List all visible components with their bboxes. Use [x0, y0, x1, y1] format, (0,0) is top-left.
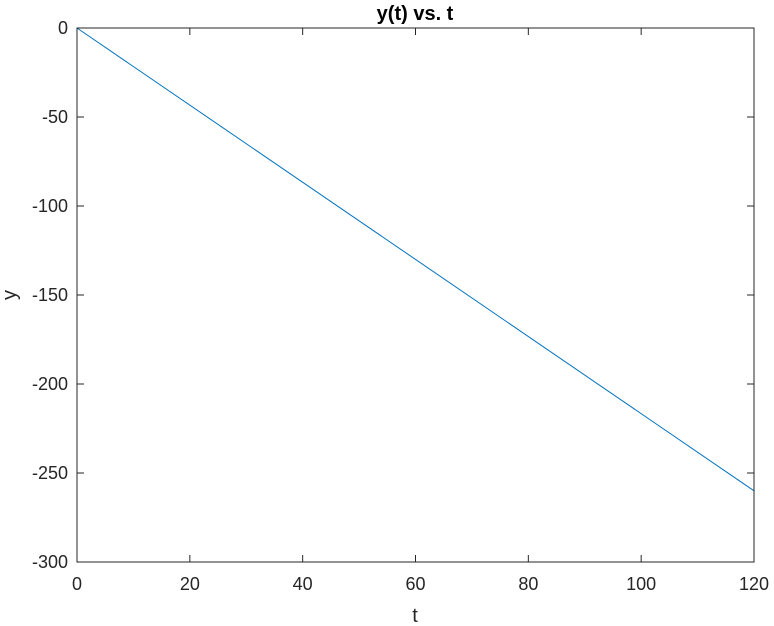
y-axis-ticks: 0 -50 -100 -150 -200 -250 -300	[32, 18, 754, 572]
x-tick-label: 100	[626, 574, 656, 594]
plot-area	[77, 28, 754, 562]
y-axis-label: y	[0, 290, 21, 300]
x-tick-label: 60	[405, 574, 425, 594]
chart-title: y(t) vs. t	[377, 3, 454, 25]
x-axis-ticks: 0 20 40 60 80 100 120	[72, 28, 769, 594]
y-tick-label: -300	[32, 552, 68, 572]
y-tick-label: 0	[58, 18, 68, 38]
x-tick-label: 20	[180, 574, 200, 594]
y-tick-label: -50	[42, 107, 68, 127]
series-layer	[76, 27, 755, 492]
x-axis-label: t	[412, 605, 418, 626]
y-tick-label: -150	[32, 285, 68, 305]
y-tick-label: -100	[32, 196, 68, 216]
y-tick-label: -200	[32, 374, 68, 394]
x-tick-label: 120	[739, 574, 769, 594]
y-tick-label: -250	[32, 463, 68, 483]
x-tick-label: 80	[518, 574, 538, 594]
x-tick-label: 0	[72, 574, 82, 594]
series-line	[76, 27, 755, 492]
x-tick-label: 40	[293, 574, 313, 594]
